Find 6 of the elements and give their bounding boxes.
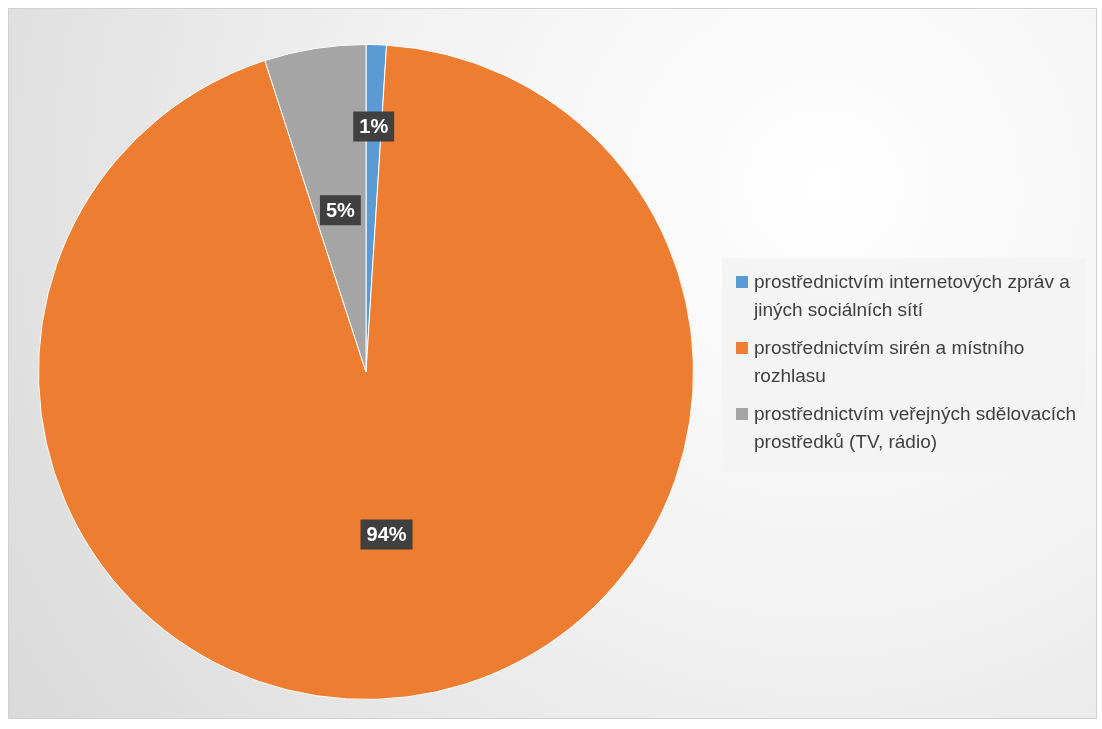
data-label: 94% [366,522,407,545]
legend-label: prostřednictvím internetových zpráv a jiných sociálních sítí [754,270,1071,322]
slice-label: prostřednictvím sirén a místního rozhlasu [754,336,1026,388]
legend-label: prostřednictvím veřejných sdělovacích prostředků (TV, rádio) [754,402,1078,454]
data-label: 5% [325,198,356,221]
data-label: 1% [359,115,389,138]
